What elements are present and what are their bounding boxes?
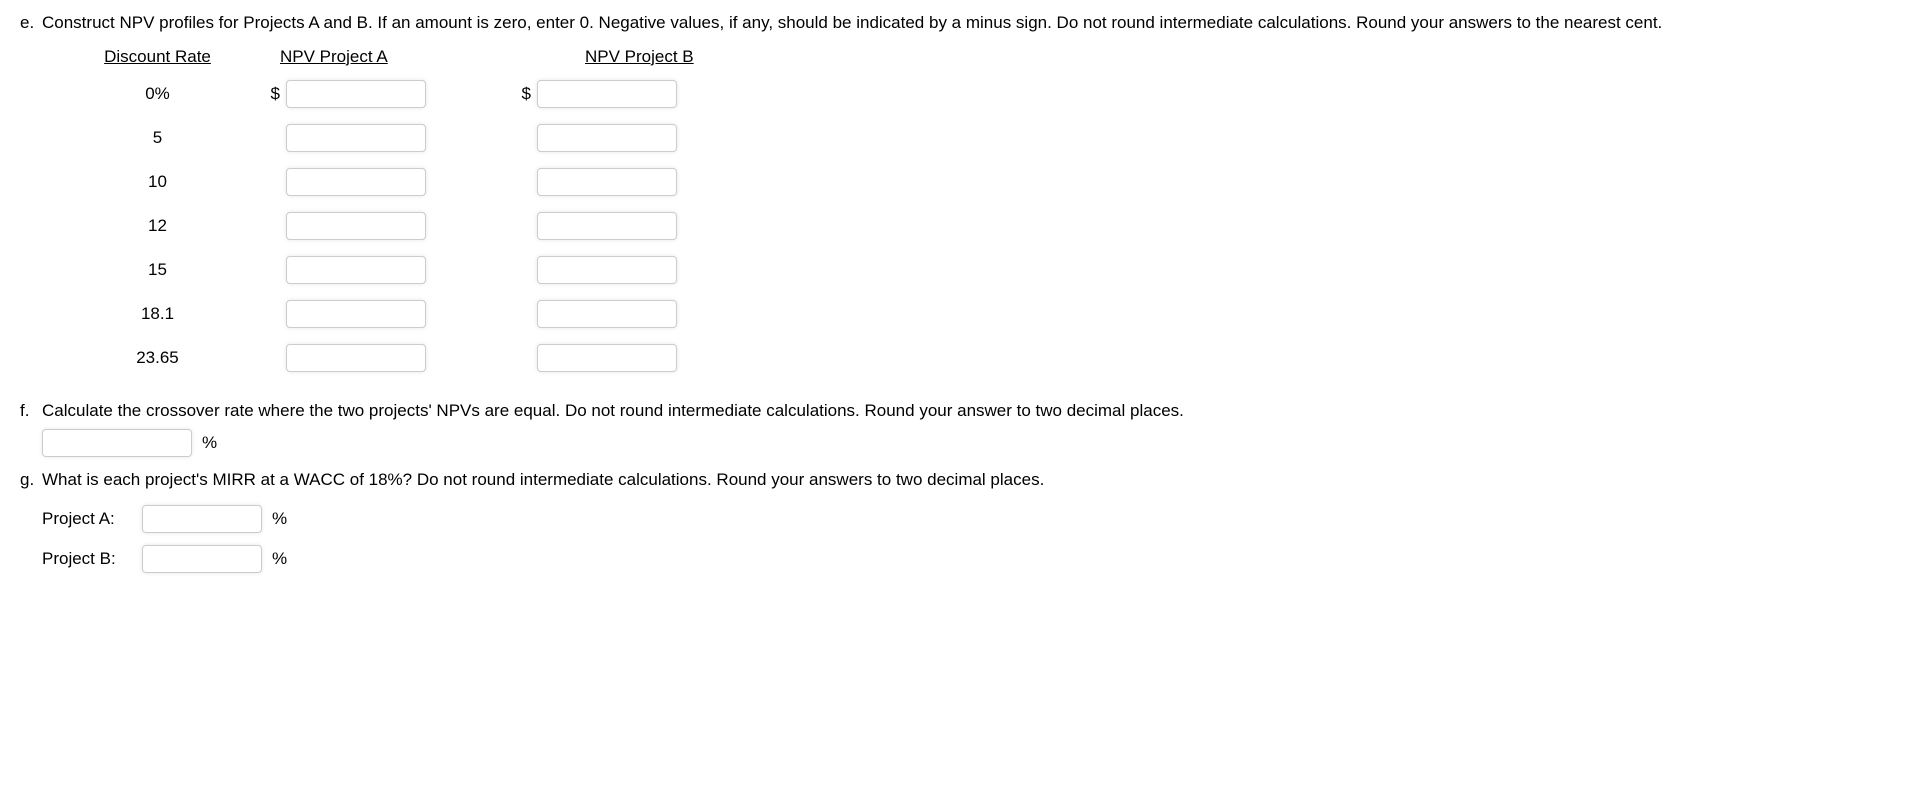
- rate-4: 15: [65, 257, 250, 283]
- mirr-label-a: Project A:: [42, 506, 142, 532]
- currency-a-0: $: [250, 81, 286, 107]
- question-e-letter: e.: [20, 10, 42, 36]
- npv-a-input-0[interactable]: [286, 80, 426, 108]
- header-npv-a: NPV Project A: [250, 44, 475, 70]
- crossover-rate-input[interactable]: [42, 429, 192, 457]
- npv-row-0: 0% $ $: [65, 72, 1889, 116]
- question-e-text: Construct NPV profiles for Projects A an…: [42, 10, 1889, 36]
- npv-table: Discount Rate NPV Project A NPV Project …: [65, 42, 1889, 380]
- question-f-text: Calculate the crossover rate where the t…: [42, 398, 1889, 424]
- mirr-b-input[interactable]: [142, 545, 262, 573]
- rate-2: 10: [65, 169, 250, 195]
- header-npv-b: NPV Project B: [525, 44, 845, 70]
- npv-a-input-4[interactable]: [286, 256, 426, 284]
- npv-a-input-3[interactable]: [286, 212, 426, 240]
- npv-b-input-3[interactable]: [537, 212, 677, 240]
- mirr-row-a: Project A: %: [42, 505, 1889, 533]
- npv-row-1: 5: [65, 116, 1889, 160]
- rate-1: 5: [65, 125, 250, 151]
- npv-b-input-1[interactable]: [537, 124, 677, 152]
- rate-0: 0%: [65, 81, 250, 107]
- npv-b-input-0[interactable]: [537, 80, 677, 108]
- npv-a-input-5[interactable]: [286, 300, 426, 328]
- mirr-row-b: Project B: %: [42, 545, 1889, 573]
- crossover-unit: %: [202, 430, 217, 456]
- question-g-letter: g.: [20, 467, 42, 493]
- question-g-text: What is each project's MIRR at a WACC of…: [42, 467, 1889, 493]
- npv-row-4: 15: [65, 248, 1889, 292]
- npv-row-3: 12: [65, 204, 1889, 248]
- mirr-block: Project A: % Project B: %: [42, 505, 1889, 573]
- question-f-letter: f.: [20, 398, 42, 424]
- question-g: g. What is each project's MIRR at a WACC…: [20, 467, 1889, 493]
- question-f: f. Calculate the crossover rate where th…: [20, 398, 1889, 424]
- rate-6: 23.65: [65, 345, 250, 371]
- npv-b-input-5[interactable]: [537, 300, 677, 328]
- npv-header-row: Discount Rate NPV Project A NPV Project …: [65, 42, 1889, 72]
- npv-a-input-1[interactable]: [286, 124, 426, 152]
- npv-row-2: 10: [65, 160, 1889, 204]
- npv-b-input-4[interactable]: [537, 256, 677, 284]
- npv-row-5: 18.1: [65, 292, 1889, 336]
- npv-b-input-6[interactable]: [537, 344, 677, 372]
- currency-b-0: $: [501, 81, 537, 107]
- mirr-b-unit: %: [272, 546, 287, 572]
- mirr-label-b: Project B:: [42, 546, 142, 572]
- mirr-a-input[interactable]: [142, 505, 262, 533]
- question-e: e. Construct NPV profiles for Projects A…: [20, 10, 1889, 36]
- mirr-a-unit: %: [272, 506, 287, 532]
- header-discount-rate: Discount Rate: [65, 44, 250, 70]
- rate-3: 12: [65, 213, 250, 239]
- npv-row-6: 23.65: [65, 336, 1889, 380]
- crossover-answer-row: %: [42, 429, 1889, 457]
- npv-a-input-6[interactable]: [286, 344, 426, 372]
- npv-a-input-2[interactable]: [286, 168, 426, 196]
- rate-5: 18.1: [65, 301, 250, 327]
- npv-b-input-2[interactable]: [537, 168, 677, 196]
